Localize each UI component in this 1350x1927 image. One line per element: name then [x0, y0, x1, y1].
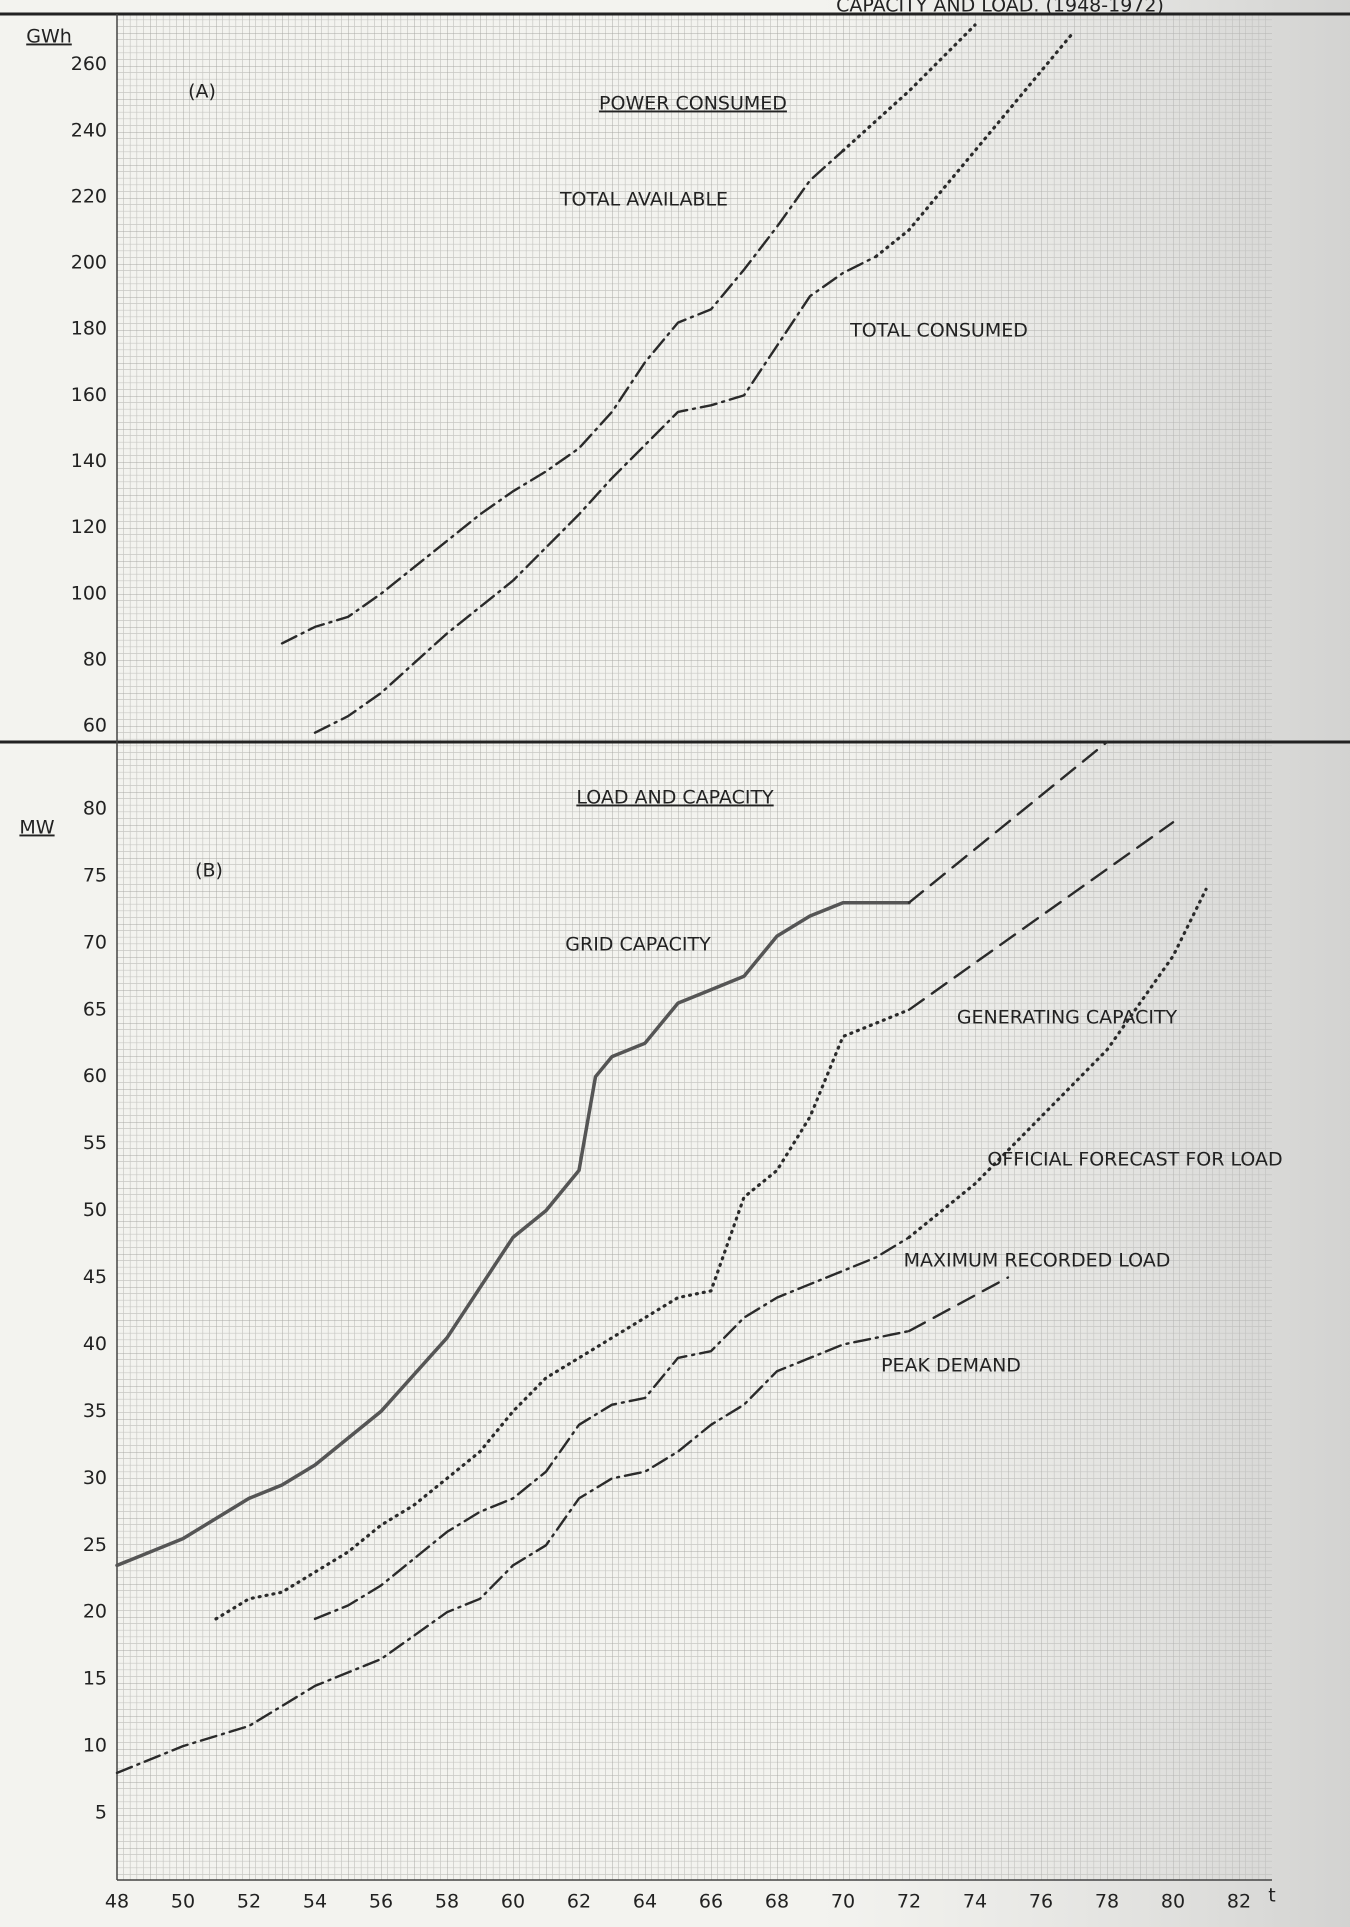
y-tick-label: 45	[83, 1266, 107, 1288]
y-tick-label: 60	[83, 715, 107, 737]
y-tick-label: 200	[71, 252, 107, 274]
chart-title: LOAD AND CAPACITY	[576, 787, 774, 809]
y-tick-label: 65	[83, 998, 107, 1020]
series-line	[214, 1008, 911, 1621]
y-tick-label: 80	[83, 648, 107, 670]
series-line	[907, 1276, 1010, 1333]
y-tick-label: 10	[83, 1735, 107, 1757]
x-tick-label: 48	[105, 1891, 129, 1913]
y-tick-label: 120	[71, 516, 107, 538]
heading: CAPACITY AND LOAD. (1948-1972)	[836, 0, 1164, 17]
x-tick-label: 66	[699, 1891, 723, 1913]
y-tick-label: 160	[71, 384, 107, 406]
y-tick-label: 55	[83, 1132, 107, 1154]
y-tick-label: 40	[83, 1333, 107, 1355]
x-tick-label: 62	[567, 1891, 591, 1913]
series-label: TOTAL CONSUMED	[849, 320, 1028, 342]
series-line	[115, 1329, 911, 1775]
paper-shade	[820, 0, 1350, 1927]
x-tick-label: 64	[633, 1891, 657, 1913]
y-tick-label: 35	[83, 1400, 107, 1422]
y-tick-label: 75	[83, 864, 107, 886]
y-tick-label: 100	[71, 582, 107, 604]
x-axis-label: t	[1268, 1885, 1275, 1907]
series-line	[907, 821, 1175, 1011]
y-tick-label: 140	[71, 450, 107, 472]
y-tick-label: 70	[83, 931, 107, 953]
series-label: OFFICIAL FORECAST FOR LOAD	[987, 1149, 1282, 1171]
series-label: PEAK DEMAND	[881, 1355, 1021, 1377]
y-tick-label: 60	[83, 1065, 107, 1087]
x-tick-label: 50	[171, 1891, 195, 1913]
series-line	[841, 23, 977, 153]
series-line	[313, 255, 878, 734]
y-tick-label: 240	[71, 119, 107, 141]
x-tick-label: 60	[501, 1891, 525, 1913]
series-line	[280, 149, 845, 645]
series-label: GENERATING CAPACITY	[957, 1007, 1178, 1029]
series-label: MAXIMUM RECORDED LOAD	[904, 1250, 1171, 1272]
y-tick-label: 80	[83, 797, 107, 819]
y-tick-label: 50	[83, 1199, 107, 1221]
y-tick-label: 180	[71, 318, 107, 340]
x-tick-label: 54	[303, 1891, 327, 1913]
x-tick-label: 72	[897, 1891, 921, 1913]
y-tick-label: 220	[71, 185, 107, 207]
y-tick-label: 30	[83, 1467, 107, 1489]
chart-title: POWER CONSUMED	[599, 93, 787, 115]
panel-label: (A)	[188, 81, 216, 103]
y-axis-label: GWh	[26, 26, 72, 48]
y-tick-label: 5	[95, 1802, 107, 1824]
y-tick-label: 260	[71, 53, 107, 75]
series-label: TOTAL AVAILABLE	[559, 189, 728, 211]
y-tick-label: 15	[83, 1668, 107, 1690]
x-tick-label: 78	[1095, 1891, 1119, 1913]
series-line	[907, 887, 1208, 1239]
series-label: GRID CAPACITY	[565, 934, 711, 956]
x-tick-label: 56	[369, 1891, 393, 1913]
x-tick-label: 74	[963, 1891, 987, 1913]
y-tick-label: 25	[83, 1534, 107, 1556]
series-line	[874, 30, 1076, 259]
x-tick-label: 76	[1029, 1891, 1053, 1913]
series-line	[313, 1236, 911, 1621]
x-tick-label: 68	[765, 1891, 789, 1913]
panel-label: (B)	[195, 860, 223, 882]
series-line	[115, 900, 911, 1568]
x-tick-label: 58	[435, 1891, 459, 1913]
x-tick-label: 82	[1227, 1891, 1251, 1913]
x-tick-label: 52	[237, 1891, 261, 1913]
series-line	[907, 740, 1109, 904]
y-tick-label: 20	[83, 1601, 107, 1623]
x-tick-label: 80	[1161, 1891, 1185, 1913]
y-axis-label: MW	[19, 817, 54, 839]
x-tick-label: 70	[831, 1891, 855, 1913]
